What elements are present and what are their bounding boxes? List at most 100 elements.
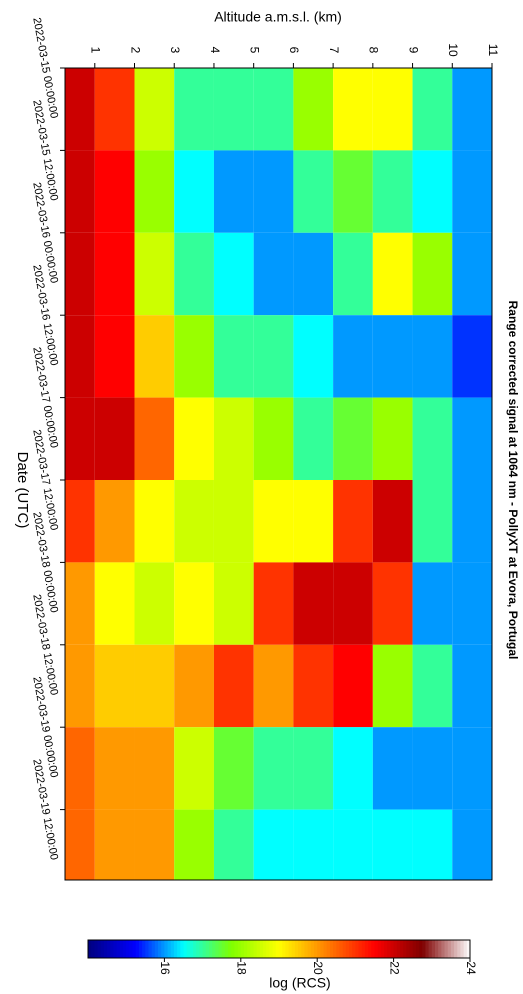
heatmap-cell <box>413 315 453 397</box>
colorbar-segment <box>343 940 347 958</box>
colorbar-segment <box>330 940 334 958</box>
colorbar-segment <box>327 940 331 958</box>
heatmap-cell <box>95 150 135 232</box>
heatmap-cell <box>214 562 254 644</box>
colorbar-segment <box>269 940 273 958</box>
heatmap-cell <box>135 810 175 880</box>
colorbar-segment <box>250 940 254 958</box>
colorbar-segment <box>438 940 442 958</box>
colorbar-segment <box>346 940 350 958</box>
y-tick-label: 4 <box>208 47 222 54</box>
colorbar-segment <box>164 940 168 958</box>
heatmap-cell <box>413 68 453 150</box>
colorbar-segment <box>177 940 181 958</box>
heatmap-cell <box>65 233 95 315</box>
heatmap-cell <box>452 68 492 150</box>
heatmap-cell <box>293 562 333 644</box>
colorbar-segment <box>295 940 299 958</box>
colorbar-segment <box>454 940 458 958</box>
colorbar-segment <box>155 940 159 958</box>
colorbar-segment <box>241 940 245 958</box>
heatmap-cell <box>214 150 254 232</box>
colorbar-segment <box>273 940 277 958</box>
colorbar-segment <box>215 940 219 958</box>
y-tick-label: 5 <box>248 47 262 54</box>
colorbar-segment <box>355 940 359 958</box>
colorbar-segment <box>145 940 149 958</box>
heatmap-cell <box>174 233 214 315</box>
colorbar-segment <box>282 940 286 958</box>
colorbar-segment <box>304 940 308 958</box>
heatmap-cell <box>135 562 175 644</box>
x-axis-label: Date (UTC) <box>14 452 31 529</box>
colorbar-segment <box>142 940 146 958</box>
heatmap-cell <box>254 562 294 644</box>
colorbar-segment <box>432 940 436 958</box>
heatmap-cell <box>413 480 453 562</box>
heatmap-cell <box>293 727 333 809</box>
y-tick-label: 9 <box>406 47 420 54</box>
heatmap-cell <box>135 233 175 315</box>
heatmap-cell <box>95 810 135 880</box>
y-tick-label: 3 <box>168 47 182 54</box>
heatmap-cell <box>373 810 413 880</box>
colorbar-segment <box>359 940 363 958</box>
colorbar-segment <box>397 940 401 958</box>
colorbar-segment <box>368 940 372 958</box>
heatmap-cell <box>65 315 95 397</box>
heatmap-cell <box>214 233 254 315</box>
colorbar-segment <box>292 940 296 958</box>
y-tick-label: 11 <box>486 44 500 57</box>
colorbar-segment <box>339 940 343 958</box>
heatmap-cell <box>174 68 214 150</box>
colorbar-segment <box>199 940 203 958</box>
heatmap-cell <box>135 150 175 232</box>
colorbar-segment <box>94 940 98 958</box>
y-tick-label: 7 <box>327 47 341 54</box>
colorbar-segment <box>266 940 270 958</box>
heatmap-cell <box>135 68 175 150</box>
colorbar-segment <box>126 940 130 958</box>
y-tick-label: 8 <box>367 47 381 54</box>
heatmap-cell <box>135 315 175 397</box>
colorbar-segment <box>422 940 426 958</box>
colorbar-segment <box>460 940 464 958</box>
colorbar-segment <box>441 940 445 958</box>
heatmap-cell <box>135 645 175 727</box>
colorbar-segment <box>413 940 417 958</box>
colorbar-segment <box>117 940 121 958</box>
colorbar-segment <box>371 940 375 958</box>
heatmap-cell <box>413 645 453 727</box>
y-tick-label: 2 <box>128 47 142 54</box>
heatmap-cell <box>333 810 373 880</box>
heatmap-cell <box>174 727 214 809</box>
colorbar-segment <box>400 940 404 958</box>
heatmap-cell <box>452 727 492 809</box>
heatmap-cell <box>174 398 214 480</box>
colorbar-segment <box>158 940 162 958</box>
colorbar-segment <box>317 940 321 958</box>
heatmap-cell <box>174 480 214 562</box>
heatmap-cell <box>174 645 214 727</box>
colorbar-segment <box>254 940 258 958</box>
heatmap-cell <box>413 727 453 809</box>
colorbar-segment <box>260 940 264 958</box>
colorbar-segment <box>174 940 178 958</box>
colorbar-tick-label: 20 <box>311 961 325 975</box>
heatmap-cell <box>95 480 135 562</box>
heatmap-cell <box>293 233 333 315</box>
heatmap-cell <box>452 398 492 480</box>
heatmap-cell <box>293 398 333 480</box>
colorbar-segment <box>311 940 315 958</box>
colorbar-segment <box>228 940 232 958</box>
colorbar-segment <box>448 940 452 958</box>
colorbar-segment <box>365 940 369 958</box>
heatmap-cell <box>254 150 294 232</box>
heatmap-cell <box>373 562 413 644</box>
heatmap-cell <box>254 480 294 562</box>
heatmap-cell <box>293 315 333 397</box>
colorbar-segment <box>161 940 165 958</box>
colorbar-segment <box>419 940 423 958</box>
colorbar-segment <box>193 940 197 958</box>
colorbar-segment <box>222 940 226 958</box>
